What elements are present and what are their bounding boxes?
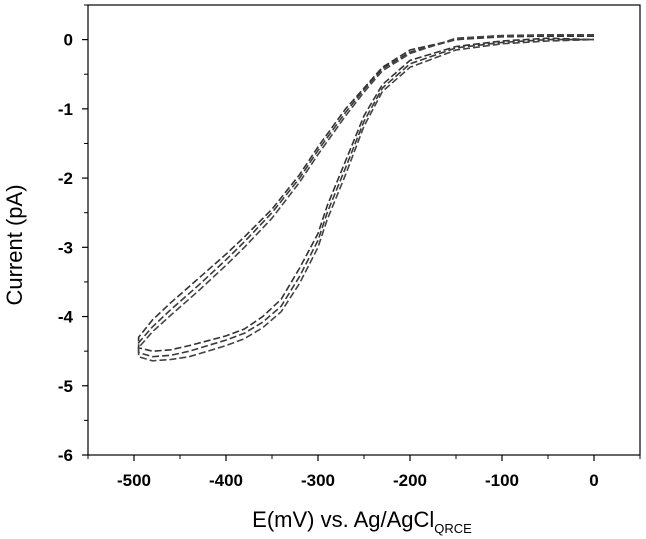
x-axis-title-subscript: QRCE <box>434 521 472 536</box>
series-line-1 <box>137 35 595 352</box>
plot-frame <box>87 4 641 456</box>
plot-area <box>87 4 641 456</box>
x-axis-title-main: E(mV) vs. Ag/AgCl <box>252 507 434 532</box>
y-axis-title: Current (pA) <box>2 184 27 305</box>
x-tick-label: -500 <box>117 471 151 490</box>
y-tick-label: -3 <box>58 238 73 257</box>
x-tick-label: -400 <box>209 471 243 490</box>
y-tick-label: -4 <box>58 308 74 327</box>
x-tick-label: 0 <box>589 471 598 490</box>
y-tick-label: -2 <box>58 169 73 188</box>
x-tick-label: -100 <box>485 471 519 490</box>
x-tick-label: -200 <box>393 471 427 490</box>
x-axis-title: E(mV) vs. Ag/AgClQRCE <box>252 507 472 536</box>
x-tick-label: -300 <box>301 471 335 490</box>
y-tick-label: -6 <box>58 446 73 465</box>
x-axis: -500 -400 -300 -200 -100 0 <box>87 455 641 490</box>
y-tick-label: -5 <box>58 377 73 396</box>
series-line-2 <box>137 34 594 358</box>
y-tick-label: 0 <box>64 31 73 50</box>
series-layer <box>137 34 595 362</box>
series-line-3 <box>137 34 595 362</box>
y-axis: 0 -1 -2 -3 -4 -5 -6 <box>58 4 88 465</box>
y-tick-label: -1 <box>58 100 73 119</box>
